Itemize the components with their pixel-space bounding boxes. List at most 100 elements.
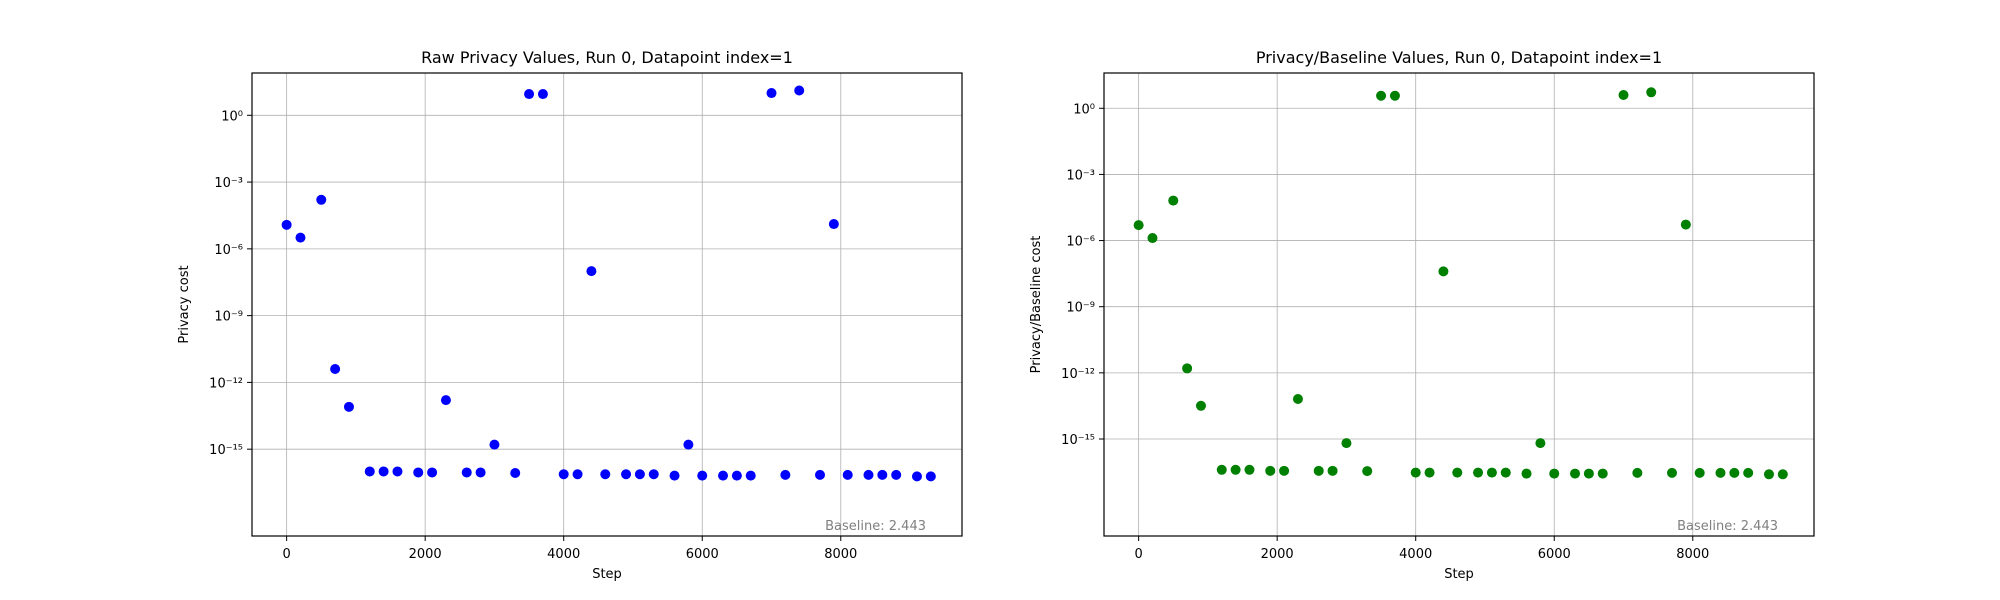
data-point [1424, 467, 1435, 478]
data-point [1438, 266, 1449, 277]
data-point [1147, 233, 1158, 244]
x-tick-label: 2000 [1261, 547, 1294, 562]
data-point [1230, 464, 1241, 475]
data-point [1389, 90, 1400, 101]
y-tick-label: 10⁻¹⁵ [209, 443, 243, 458]
data-point [1473, 467, 1484, 478]
y-tick-label: 10⁻¹² [1061, 367, 1095, 382]
plot-frame [251, 72, 963, 537]
data-point [475, 467, 486, 478]
data-point [1452, 467, 1463, 478]
data-point [1244, 464, 1255, 475]
x-tick-label: 8000 [1676, 547, 1709, 562]
data-point [1549, 468, 1560, 479]
y-axis-label: Privacy/Baseline cost [1029, 236, 1044, 374]
data-point [1763, 469, 1774, 480]
x-axis-ticks: 0 2000 4000 6000 8000 [1134, 536, 1709, 562]
data-point [1195, 400, 1206, 411]
data-point [1570, 468, 1581, 479]
data-point [461, 467, 472, 478]
x-axis-label: Step [592, 567, 622, 582]
data-point [1486, 467, 1497, 478]
data-points [281, 85, 936, 482]
y-tick-label: 10⁻³ [214, 176, 243, 191]
data-point [586, 266, 597, 277]
chart-title: Raw Privacy Values, Run 0, Datapoint ind… [421, 48, 793, 67]
data-point [524, 89, 535, 100]
x-tick-label: 0 [1134, 547, 1142, 562]
data-point [1632, 467, 1643, 478]
chart-raw-privacy: 0 2000 4000 6000 8000 10⁰10⁻³10⁻⁶10⁻⁹10⁻¹²10… [177, 48, 963, 582]
data-point [1777, 469, 1788, 480]
data-point [1667, 467, 1677, 478]
data-point [718, 470, 729, 481]
data-point [427, 467, 438, 478]
data-point [842, 469, 853, 480]
y-tick-label: 10⁻¹² [209, 376, 243, 391]
data-point [1410, 467, 1421, 478]
data-point [794, 85, 805, 96]
x-tick-label: 2000 [409, 547, 442, 562]
x-tick-label: 4000 [547, 547, 580, 562]
grid-lines [1104, 73, 1814, 536]
data-point [1341, 438, 1352, 449]
data-point [392, 466, 403, 477]
data-point [621, 469, 632, 480]
data-point [1376, 90, 1387, 101]
data-point [1597, 468, 1608, 479]
data-point [1133, 220, 1144, 231]
y-tick-label: 10⁻³ [1066, 168, 1095, 183]
data-points [1133, 87, 1788, 480]
data-point [440, 395, 451, 406]
data-point [1680, 219, 1691, 230]
data-point [343, 401, 354, 412]
data-point [413, 467, 424, 478]
data-point [669, 470, 680, 481]
grid-lines [252, 73, 962, 536]
x-tick-label: 8000 [824, 547, 857, 562]
data-point [815, 469, 825, 480]
data-point [1521, 468, 1532, 479]
data-point [558, 469, 569, 480]
data-point [510, 468, 521, 479]
data-point [1279, 465, 1290, 476]
data-point [697, 470, 708, 481]
y-axis-ticks: 10⁰ 10⁻³ 10⁻⁶ 10⁻⁹ 10⁻¹² 10⁻¹⁵ [1061, 102, 1104, 448]
data-point [489, 439, 500, 450]
baseline-annotation: Baseline: 2.443 [1677, 519, 1778, 534]
plot-frame [1103, 72, 1815, 537]
y-tick-label: 10⁻⁶ [1066, 235, 1095, 250]
y-tick-label: 10⁻⁹ [214, 310, 243, 325]
data-point [1327, 465, 1338, 476]
data-point [891, 469, 902, 480]
data-point [1694, 467, 1705, 478]
y-tick-label: 10⁻⁹ [1066, 301, 1095, 316]
data-point [316, 194, 327, 205]
y-tick-label: 10⁰ [221, 109, 243, 124]
data-point [1646, 87, 1657, 98]
data-point [1313, 465, 1324, 476]
chart-privacy-baseline: 0 2000 4000 6000 8000 10⁰10⁻³10⁻⁶10⁻⁹10⁻¹²10… [1029, 48, 1815, 582]
data-point [572, 469, 583, 480]
y-axis-ticks: 10⁰ 10⁻³ 10⁻⁶ 10⁻⁹ 10⁻¹² 10⁻¹⁵ [209, 109, 252, 458]
data-point [925, 471, 936, 482]
data-point [780, 469, 791, 480]
data-point [281, 219, 292, 230]
data-point [1729, 467, 1740, 478]
data-point [877, 469, 888, 480]
data-point [1362, 466, 1373, 477]
x-tick-label: 6000 [686, 547, 719, 562]
x-tick-label: 6000 [1538, 547, 1571, 562]
x-axis-label: Step [1444, 567, 1474, 582]
data-point [295, 232, 306, 243]
data-point [600, 469, 611, 480]
data-point [1500, 467, 1511, 478]
data-point [911, 471, 922, 482]
data-point [648, 469, 659, 480]
baseline-annotation: Baseline: 2.443 [825, 519, 926, 534]
y-tick-label: 10⁰ [1073, 102, 1095, 117]
data-point [683, 439, 694, 450]
data-point [378, 466, 389, 477]
data-point [1583, 468, 1594, 479]
data-point [1265, 465, 1276, 476]
